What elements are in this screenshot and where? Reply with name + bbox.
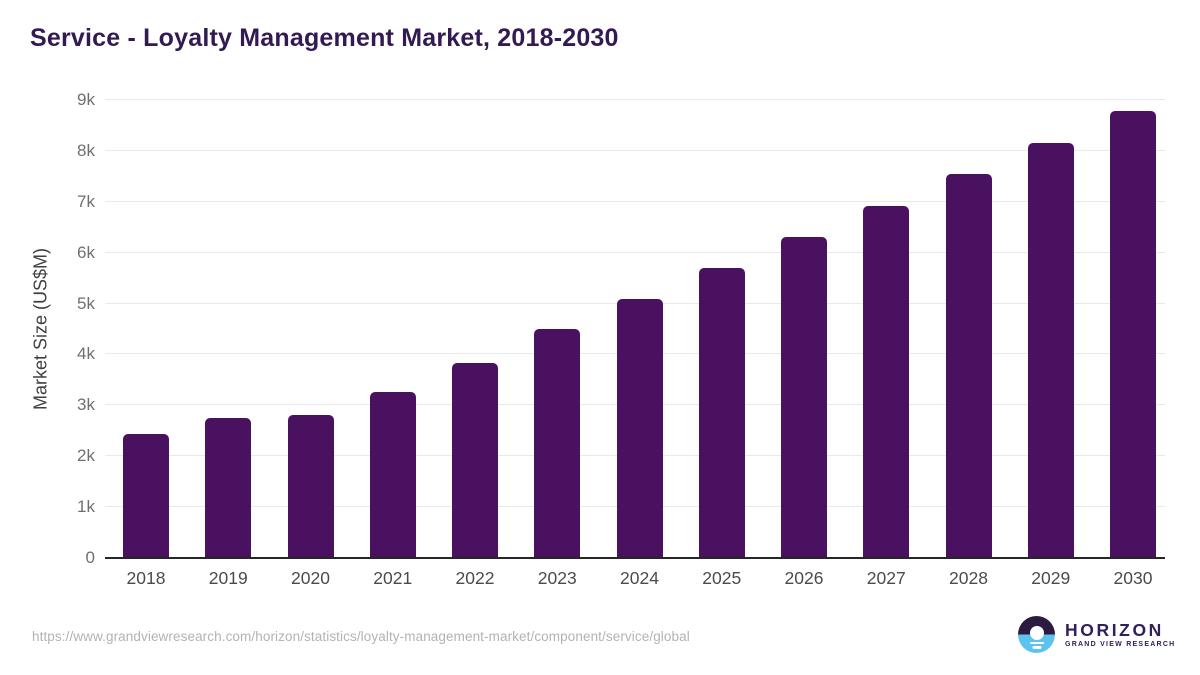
x-tick-label: 2024 xyxy=(620,568,659,588)
y-tick-label: 7k xyxy=(77,191,95,211)
bar-2020[interactable] xyxy=(287,414,334,558)
x-axis-ticks: 2018 2019 2020 2021 2022 2023 2024 2025 2026 2027… xyxy=(105,568,1165,589)
x-tick-label: 2030 xyxy=(1113,568,1153,588)
gridline xyxy=(105,200,1165,202)
bar-2030[interactable] xyxy=(1110,111,1156,558)
bar-2027[interactable] xyxy=(863,205,910,558)
x-tick-label: 2021 xyxy=(373,568,413,588)
y-tick-label: 3k xyxy=(77,395,95,415)
source-url: https://www.grandviewresearch.com/horizo… xyxy=(32,629,690,644)
y-tick-label: 6k xyxy=(77,242,95,262)
bar-2025[interactable] xyxy=(698,268,745,558)
logo-text: HORIZON GRAND VIEW RESEARCH xyxy=(1065,621,1175,648)
y-tick-label: 0 xyxy=(85,548,95,567)
bar-2029[interactable] xyxy=(1027,142,1074,558)
x-axis-line xyxy=(105,557,1165,559)
gridline xyxy=(105,251,1165,253)
bar-series xyxy=(123,100,1156,558)
bar-2028[interactable] xyxy=(945,174,992,558)
x-tick-label: 2025 xyxy=(702,568,742,588)
y-tick-label: 2k xyxy=(77,446,95,466)
logo-subtitle: GRAND VIEW RESEARCH xyxy=(1065,641,1176,648)
x-tick-label: 2018 xyxy=(126,568,166,588)
gridline xyxy=(105,149,1165,151)
y-tick-label: 9k xyxy=(77,90,95,109)
plot-area xyxy=(105,99,1165,559)
sunset-over-water-icon xyxy=(1018,616,1055,653)
x-tick-label: 2029 xyxy=(1031,568,1071,588)
gridline xyxy=(105,99,1165,100)
bar-2024[interactable] xyxy=(616,298,663,558)
wave-shape xyxy=(1029,642,1044,645)
y-axis-ticks: 0 1k 2k 3k 4k 5k 6k 7k 8k 9k xyxy=(0,91,95,567)
y-tick-label: 8k xyxy=(77,140,95,160)
y-tick-label: 1k xyxy=(77,497,95,517)
x-tick-label: 2028 xyxy=(949,568,988,588)
horizon-logo: HORIZON GRAND VIEW RESEARCH xyxy=(1018,616,1175,653)
bar-2019[interactable] xyxy=(205,418,252,558)
bar-2022[interactable] xyxy=(452,362,498,558)
sun-shape xyxy=(1029,626,1044,640)
wave-shape xyxy=(1032,646,1041,649)
logo-name: HORIZON xyxy=(1065,620,1164,640)
bar-2021[interactable] xyxy=(369,391,416,558)
x-tick-label: 2020 xyxy=(291,568,330,588)
x-tick-label: 2023 xyxy=(537,568,577,588)
x-tick-label: 2026 xyxy=(784,568,824,588)
y-tick-label: 4k xyxy=(77,344,95,364)
x-tick-label: 2022 xyxy=(455,568,495,588)
x-tick-label: 2019 xyxy=(208,568,248,588)
bar-2026[interactable] xyxy=(781,236,827,558)
y-tick-label: 5k xyxy=(77,293,95,313)
bar-2023[interactable] xyxy=(534,329,581,558)
chart-title: Service - Loyalty Management Market, 201… xyxy=(30,24,619,52)
x-tick-label: 2027 xyxy=(866,568,906,588)
bar-2018[interactable] xyxy=(123,434,169,558)
